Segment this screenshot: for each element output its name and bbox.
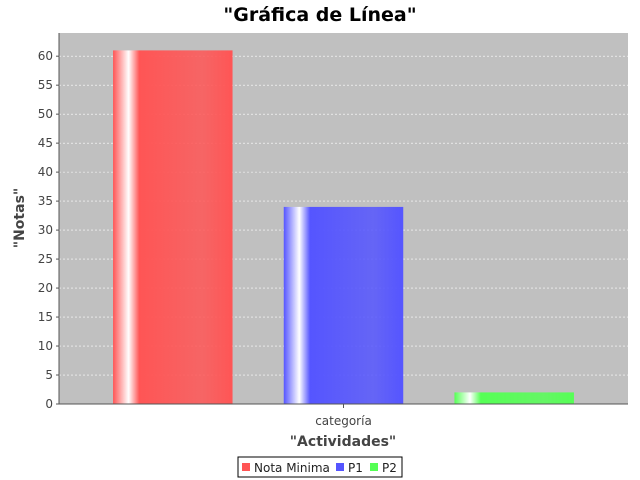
y-tick-label: 60 <box>38 49 53 63</box>
y-axis-title: "Notas" <box>12 188 28 248</box>
x-axis-title: "Actividades" <box>290 434 396 450</box>
y-tick-label: 35 <box>38 194 53 208</box>
y-tick-label: 55 <box>38 78 53 92</box>
y-tick-label: 10 <box>38 339 53 353</box>
y-tick-label: 20 <box>38 281 53 295</box>
y-tick-label: 50 <box>38 107 53 121</box>
y-tick-label: 15 <box>38 310 53 324</box>
legend-label: P1 <box>348 461 363 475</box>
legend-swatch <box>336 463 344 471</box>
y-tick-label: 40 <box>38 165 53 179</box>
y-tick-label: 30 <box>38 223 53 237</box>
x-tick-label: categoría <box>315 414 372 428</box>
x-ticks: categoría <box>315 404 372 428</box>
legend: Nota Minima P1 P2 <box>238 457 402 477</box>
y-ticks: 0 5 10 15 20 25 30 35 40 45 50 55 60 <box>38 49 59 411</box>
bar-p2 <box>454 392 573 404</box>
legend-swatch <box>370 463 378 471</box>
legend-label: Nota Minima <box>254 461 330 475</box>
bar-nota-minima <box>113 50 232 404</box>
y-tick-label: 25 <box>38 252 53 266</box>
y-tick-label: 0 <box>45 397 53 411</box>
legend-label: P2 <box>382 461 397 475</box>
y-tick-label: 5 <box>45 368 53 382</box>
chart-title: "Gráfica de Línea" <box>223 4 416 26</box>
legend-swatch <box>242 463 250 471</box>
y-tick-label: 45 <box>38 136 53 150</box>
bar-p1 <box>284 207 403 404</box>
